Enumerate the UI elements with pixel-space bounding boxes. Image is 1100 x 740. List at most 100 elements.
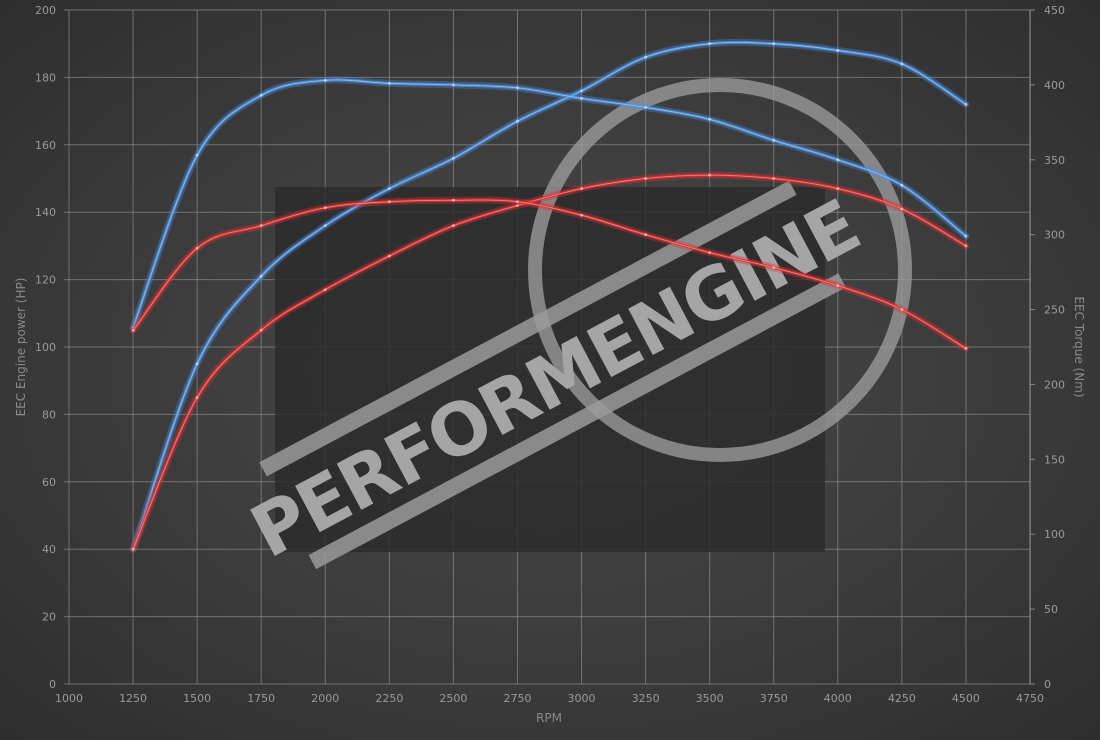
- data-point: [644, 233, 648, 237]
- series-3-left-line: [131, 173, 968, 551]
- y-right-tick-label: 350: [1044, 154, 1065, 167]
- data-point: [131, 547, 135, 551]
- data-point: [195, 246, 199, 250]
- x-tick-label: 3500: [696, 692, 724, 705]
- data-point: [772, 177, 776, 180]
- y-left-tick-label: 120: [35, 274, 56, 287]
- data-point: [451, 224, 455, 228]
- data-point: [644, 177, 648, 180]
- x-tick-label: 1750: [247, 692, 275, 705]
- data-point: [259, 328, 263, 332]
- data-point: [772, 266, 776, 270]
- data-point: [836, 48, 840, 52]
- data-point: [259, 93, 263, 97]
- ticks: 1000 1250 1500 1750 2000 2250 2500 2750 3000 3250…: [35, 4, 1065, 705]
- data-point: [387, 254, 391, 258]
- y-right-tick-label: 200: [1044, 378, 1065, 391]
- data-point: [451, 83, 455, 87]
- x-tick-label: 2750: [503, 692, 531, 705]
- data-point: [323, 206, 327, 210]
- x-tick-label: 2000: [311, 692, 339, 705]
- y-left-tick-label: 200: [35, 4, 56, 17]
- x-tick-label: 1250: [119, 692, 147, 705]
- data-point: [900, 183, 904, 187]
- y-right-axis-label: EEC Torque (Nm): [1072, 296, 1086, 397]
- data-point: [772, 42, 776, 46]
- y-left-tick-label: 80: [42, 408, 56, 421]
- data-point: [836, 284, 840, 288]
- x-tick-label: 4500: [952, 692, 980, 705]
- data-point: [964, 346, 968, 350]
- data-point: [323, 288, 327, 292]
- series-2-right-line: [131, 78, 968, 330]
- data-point: [323, 78, 327, 82]
- y-left-tick-label: 0: [49, 678, 56, 691]
- data-point: [451, 156, 455, 160]
- data-point: [131, 329, 135, 333]
- y-left-axis-label: EEC Engine power (HP): [14, 278, 28, 417]
- data-point: [195, 396, 199, 400]
- data-point: [708, 117, 712, 121]
- x-tick-label: 1000: [55, 692, 83, 705]
- data-point: [580, 213, 584, 217]
- y-right-tick-label: 300: [1044, 229, 1065, 242]
- data-point: [900, 62, 904, 66]
- data-point: [644, 105, 648, 109]
- data-point: [964, 234, 968, 238]
- y-left-tick-label: 180: [35, 71, 56, 84]
- y-right-tick-label: 50: [1044, 603, 1058, 616]
- data-point: [515, 119, 519, 123]
- x-tick-label: 4750: [1016, 692, 1044, 705]
- x-tick-label: 1500: [183, 692, 211, 705]
- data-point: [387, 200, 391, 204]
- series-layer: [129, 38, 970, 553]
- data-point: [900, 207, 904, 211]
- data-point: [387, 187, 391, 191]
- y-right-tick-label: 250: [1044, 304, 1065, 317]
- x-tick-label: 3000: [568, 692, 596, 705]
- data-point: [195, 153, 199, 157]
- y-right-tick-label: 100: [1044, 528, 1065, 541]
- y-left-tick-label: 100: [35, 341, 56, 354]
- data-point: [708, 42, 712, 46]
- data-point: [708, 251, 712, 255]
- data-point: [387, 81, 391, 85]
- data-point: [515, 200, 519, 204]
- y-left-tick-label: 40: [42, 543, 56, 556]
- y-left-tick-label: 140: [35, 206, 56, 219]
- data-point: [900, 308, 904, 312]
- data-point: [451, 198, 455, 202]
- x-tick-label: 2250: [375, 692, 403, 705]
- data-point: [708, 173, 712, 177]
- x-tick-label: 4000: [824, 692, 852, 705]
- data-point: [772, 138, 776, 142]
- y-right-tick-label: 400: [1044, 79, 1065, 92]
- data-point: [515, 86, 519, 90]
- data-point: [964, 244, 968, 248]
- data-point: [644, 55, 648, 59]
- x-axis-label: RPM: [536, 711, 562, 725]
- data-point: [259, 274, 263, 278]
- x-tick-label: 3250: [632, 692, 660, 705]
- x-tick-label: 2500: [439, 692, 467, 705]
- y-left-tick-label: 160: [35, 139, 56, 152]
- data-point: [580, 89, 584, 93]
- y-left-tick-label: 20: [42, 611, 56, 624]
- x-tick-label: 3750: [760, 692, 788, 705]
- x-tick-label: 4250: [888, 692, 916, 705]
- y-right-tick-label: 450: [1044, 4, 1065, 17]
- data-point: [515, 203, 519, 207]
- data-point: [580, 187, 584, 191]
- data-point: [836, 158, 840, 162]
- performengine-watermark: PERFORMENGINE: [238, 78, 912, 574]
- data-point: [836, 187, 840, 191]
- grid: [64, 9, 1035, 685]
- data-point: [964, 102, 968, 106]
- data-point: [580, 96, 584, 100]
- data-point: [323, 224, 327, 228]
- y-right-tick-label: 150: [1044, 453, 1065, 466]
- series-2-right-highlight: [132, 79, 967, 328]
- data-point: [259, 224, 263, 228]
- series-3-left-highlight: [132, 174, 967, 550]
